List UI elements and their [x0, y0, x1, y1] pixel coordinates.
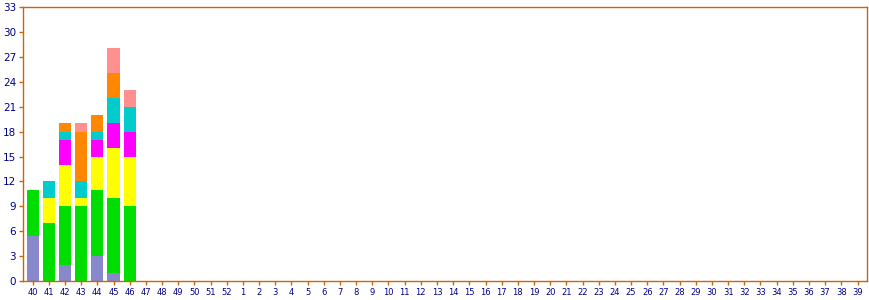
Bar	[91, 140, 103, 157]
Bar	[59, 165, 71, 206]
Bar	[108, 98, 119, 123]
Bar	[75, 182, 87, 198]
Bar	[91, 115, 103, 132]
Bar	[108, 273, 119, 281]
Bar	[108, 48, 119, 73]
Bar	[59, 265, 71, 281]
Bar	[59, 132, 71, 140]
Bar	[43, 223, 55, 281]
Bar	[108, 73, 119, 98]
Bar	[91, 256, 103, 281]
Bar	[123, 90, 136, 106]
Bar	[75, 206, 87, 281]
Bar	[27, 190, 39, 236]
Bar	[123, 106, 136, 132]
Bar	[75, 198, 87, 206]
Bar	[59, 206, 71, 265]
Bar	[75, 132, 87, 182]
Bar	[91, 190, 103, 256]
Bar	[75, 123, 87, 132]
Bar	[108, 198, 119, 273]
Bar	[123, 206, 136, 281]
Bar	[123, 157, 136, 206]
Bar	[43, 198, 55, 223]
Bar	[91, 132, 103, 140]
Bar	[59, 123, 71, 132]
Bar	[27, 236, 39, 281]
Bar	[108, 148, 119, 198]
Bar	[123, 132, 136, 157]
Bar	[108, 123, 119, 148]
Bar	[91, 157, 103, 190]
Bar	[43, 182, 55, 198]
Bar	[59, 140, 71, 165]
